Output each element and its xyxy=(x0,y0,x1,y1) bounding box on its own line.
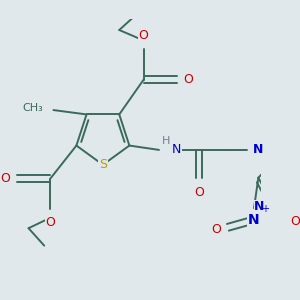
Text: O: O xyxy=(0,172,10,185)
Text: O: O xyxy=(139,29,148,42)
Text: O: O xyxy=(194,186,204,199)
Text: N: N xyxy=(254,200,265,213)
Text: O: O xyxy=(184,73,194,86)
Text: N: N xyxy=(253,143,263,156)
Text: +: + xyxy=(261,204,269,214)
Text: O: O xyxy=(290,215,300,228)
Text: H: H xyxy=(162,136,170,146)
Text: S: S xyxy=(99,158,107,171)
Text: N: N xyxy=(172,143,182,156)
Text: O: O xyxy=(211,224,221,236)
Text: N: N xyxy=(248,212,260,226)
Text: ⁻: ⁻ xyxy=(299,212,300,222)
Text: CH₃: CH₃ xyxy=(22,103,43,113)
Text: O: O xyxy=(45,216,55,229)
